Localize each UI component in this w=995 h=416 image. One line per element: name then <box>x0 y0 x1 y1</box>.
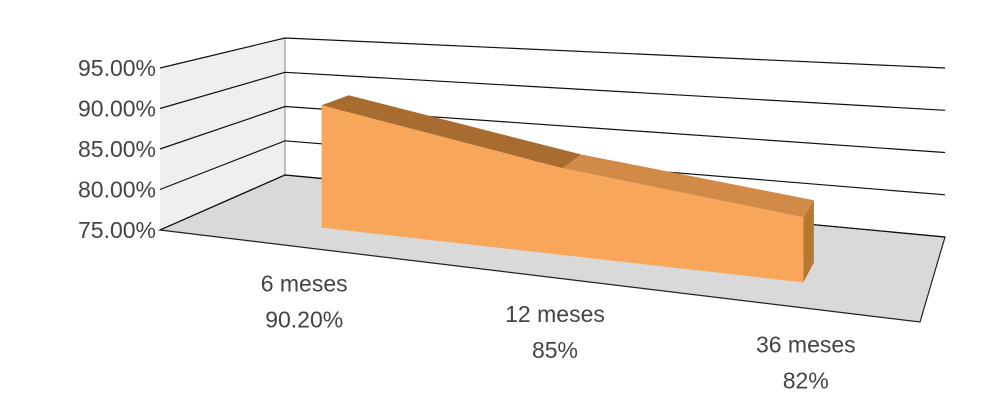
value-label: 90.20% <box>265 307 343 333</box>
x-tick-label: 36 meses <box>756 331 856 357</box>
grid-line <box>159 140 946 196</box>
y-tick-label: 85.00% <box>78 136 156 162</box>
grid-line <box>159 105 946 154</box>
grid-line <box>159 71 946 111</box>
area-side <box>803 200 814 283</box>
area-front <box>321 105 804 283</box>
y-tick-label: 95.00% <box>78 55 156 81</box>
value-label: 82% <box>783 367 829 393</box>
x-tick-label: 6 meses <box>261 271 348 297</box>
side-wall <box>160 38 285 230</box>
area-top <box>321 95 582 169</box>
y-tick-label: 75.00% <box>78 217 156 243</box>
y-tick-label: 90.00% <box>78 96 156 122</box>
grid-line <box>159 37 946 69</box>
area-top <box>562 154 814 218</box>
value-label: 85% <box>532 337 578 363</box>
x-tick-label: 12 meses <box>505 301 605 327</box>
y-tick-label: 80.00% <box>78 177 156 203</box>
